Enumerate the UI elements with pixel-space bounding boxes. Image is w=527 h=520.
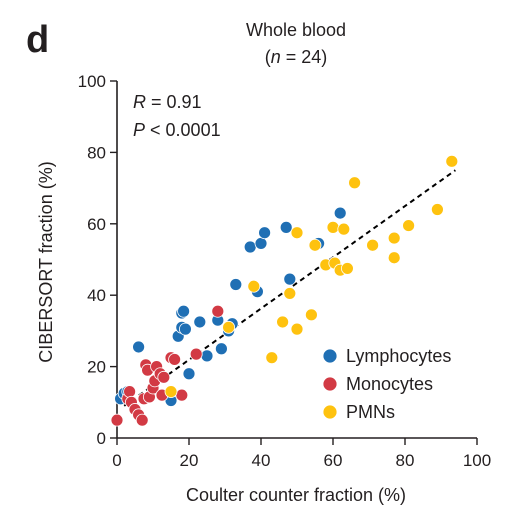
monocytes-point — [189, 347, 203, 361]
pmns-point — [308, 238, 322, 252]
pmns-point — [222, 320, 236, 334]
chart-title: Whole blood — [246, 20, 346, 40]
pmns-point — [164, 385, 178, 398]
lymphocytes-point — [279, 220, 293, 234]
monocytes-point — [168, 353, 182, 366]
regression-line-group — [123, 169, 456, 407]
statistics-annotation: R = 0.91 P < 0.0001 — [133, 92, 221, 140]
monocytes-point — [175, 388, 189, 402]
x-tick-label: 0 — [112, 451, 121, 470]
lymphocytes-point — [177, 304, 191, 318]
lymphocytes-point — [193, 315, 207, 329]
pmns-point — [337, 222, 351, 236]
pmns-point — [265, 351, 279, 365]
data-points — [110, 154, 459, 427]
monocytes-point — [110, 413, 124, 427]
r-value-annotation: R = 0.91 — [133, 92, 202, 112]
pmns-point — [290, 322, 304, 336]
series-pmns — [164, 154, 459, 398]
pmns-point — [445, 154, 459, 168]
pmns-point — [247, 279, 261, 293]
pmns-point — [276, 315, 290, 329]
lymphocytes-point — [214, 342, 228, 356]
legend-label: PMNs — [346, 402, 395, 422]
pmns-point — [387, 251, 401, 265]
pmns-point — [348, 176, 362, 190]
y-tick-label: 20 — [87, 358, 106, 377]
lymphocytes-point — [182, 367, 196, 381]
pmns-point — [430, 203, 444, 216]
lymphocytes-point — [200, 349, 214, 363]
monocytes-point — [157, 370, 171, 384]
legend-item-pmns: PMNs — [322, 402, 395, 422]
lymphocytes-point — [229, 278, 243, 291]
pmns-point — [402, 219, 416, 232]
lymphocytes-point — [283, 272, 297, 286]
x-tick-label: 60 — [324, 451, 343, 470]
lymphocytes-point — [258, 226, 272, 240]
legend-item-monocytes: Monocytes — [322, 374, 433, 394]
monocytes-point — [211, 304, 225, 318]
y-tick-label: 60 — [87, 215, 106, 234]
x-tick-label: 100 — [463, 451, 491, 470]
lymphocytes-point — [132, 340, 146, 354]
legend-label: Monocytes — [346, 374, 433, 394]
legend-label: Lymphocytes — [346, 346, 451, 366]
axes: 0 20 40 60 80 100 0 20 40 60 80 100 — [78, 72, 492, 470]
y-axis-label: CIBERSORT fraction (%) — [36, 161, 56, 362]
x-tick-label: 40 — [252, 451, 271, 470]
pmns-point — [283, 287, 297, 300]
y-tick-label: 100 — [78, 72, 106, 91]
legend-marker — [322, 404, 338, 420]
x-tick-label: 20 — [180, 451, 199, 470]
legend-item-lymphocytes: Lymphocytes — [322, 346, 451, 366]
y-tick-label: 40 — [87, 286, 106, 305]
series-monocytes — [110, 304, 225, 427]
panel-label: d — [26, 19, 49, 61]
pmns-point — [340, 262, 354, 275]
legend-marker — [322, 348, 338, 364]
lymphocytes-point — [178, 322, 192, 336]
monocytes-point — [123, 385, 137, 398]
pmns-point — [290, 226, 304, 240]
y-tick-label: 80 — [87, 143, 106, 162]
x-axis-label: Coulter counter fraction (%) — [186, 485, 406, 505]
y-tick-label: 0 — [97, 429, 106, 448]
lymphocytes-point — [333, 206, 347, 220]
pmns-point — [387, 231, 401, 245]
chart-subtitle: (n = 24) — [265, 47, 328, 67]
legend: Lymphocytes Monocytes PMNs — [322, 346, 451, 422]
x-tick-label: 80 — [396, 451, 415, 470]
pmns-point — [304, 308, 318, 322]
p-value-annotation: P < 0.0001 — [133, 120, 221, 140]
monocytes-point — [135, 413, 149, 427]
lymphocytes-point — [243, 240, 257, 254]
legend-marker — [322, 376, 338, 392]
regression-line — [123, 169, 456, 407]
pmns-point — [366, 238, 380, 252]
lymphocytes-point — [254, 237, 268, 250]
series-lymphocytes — [114, 206, 347, 407]
pmns-point — [326, 220, 340, 234]
